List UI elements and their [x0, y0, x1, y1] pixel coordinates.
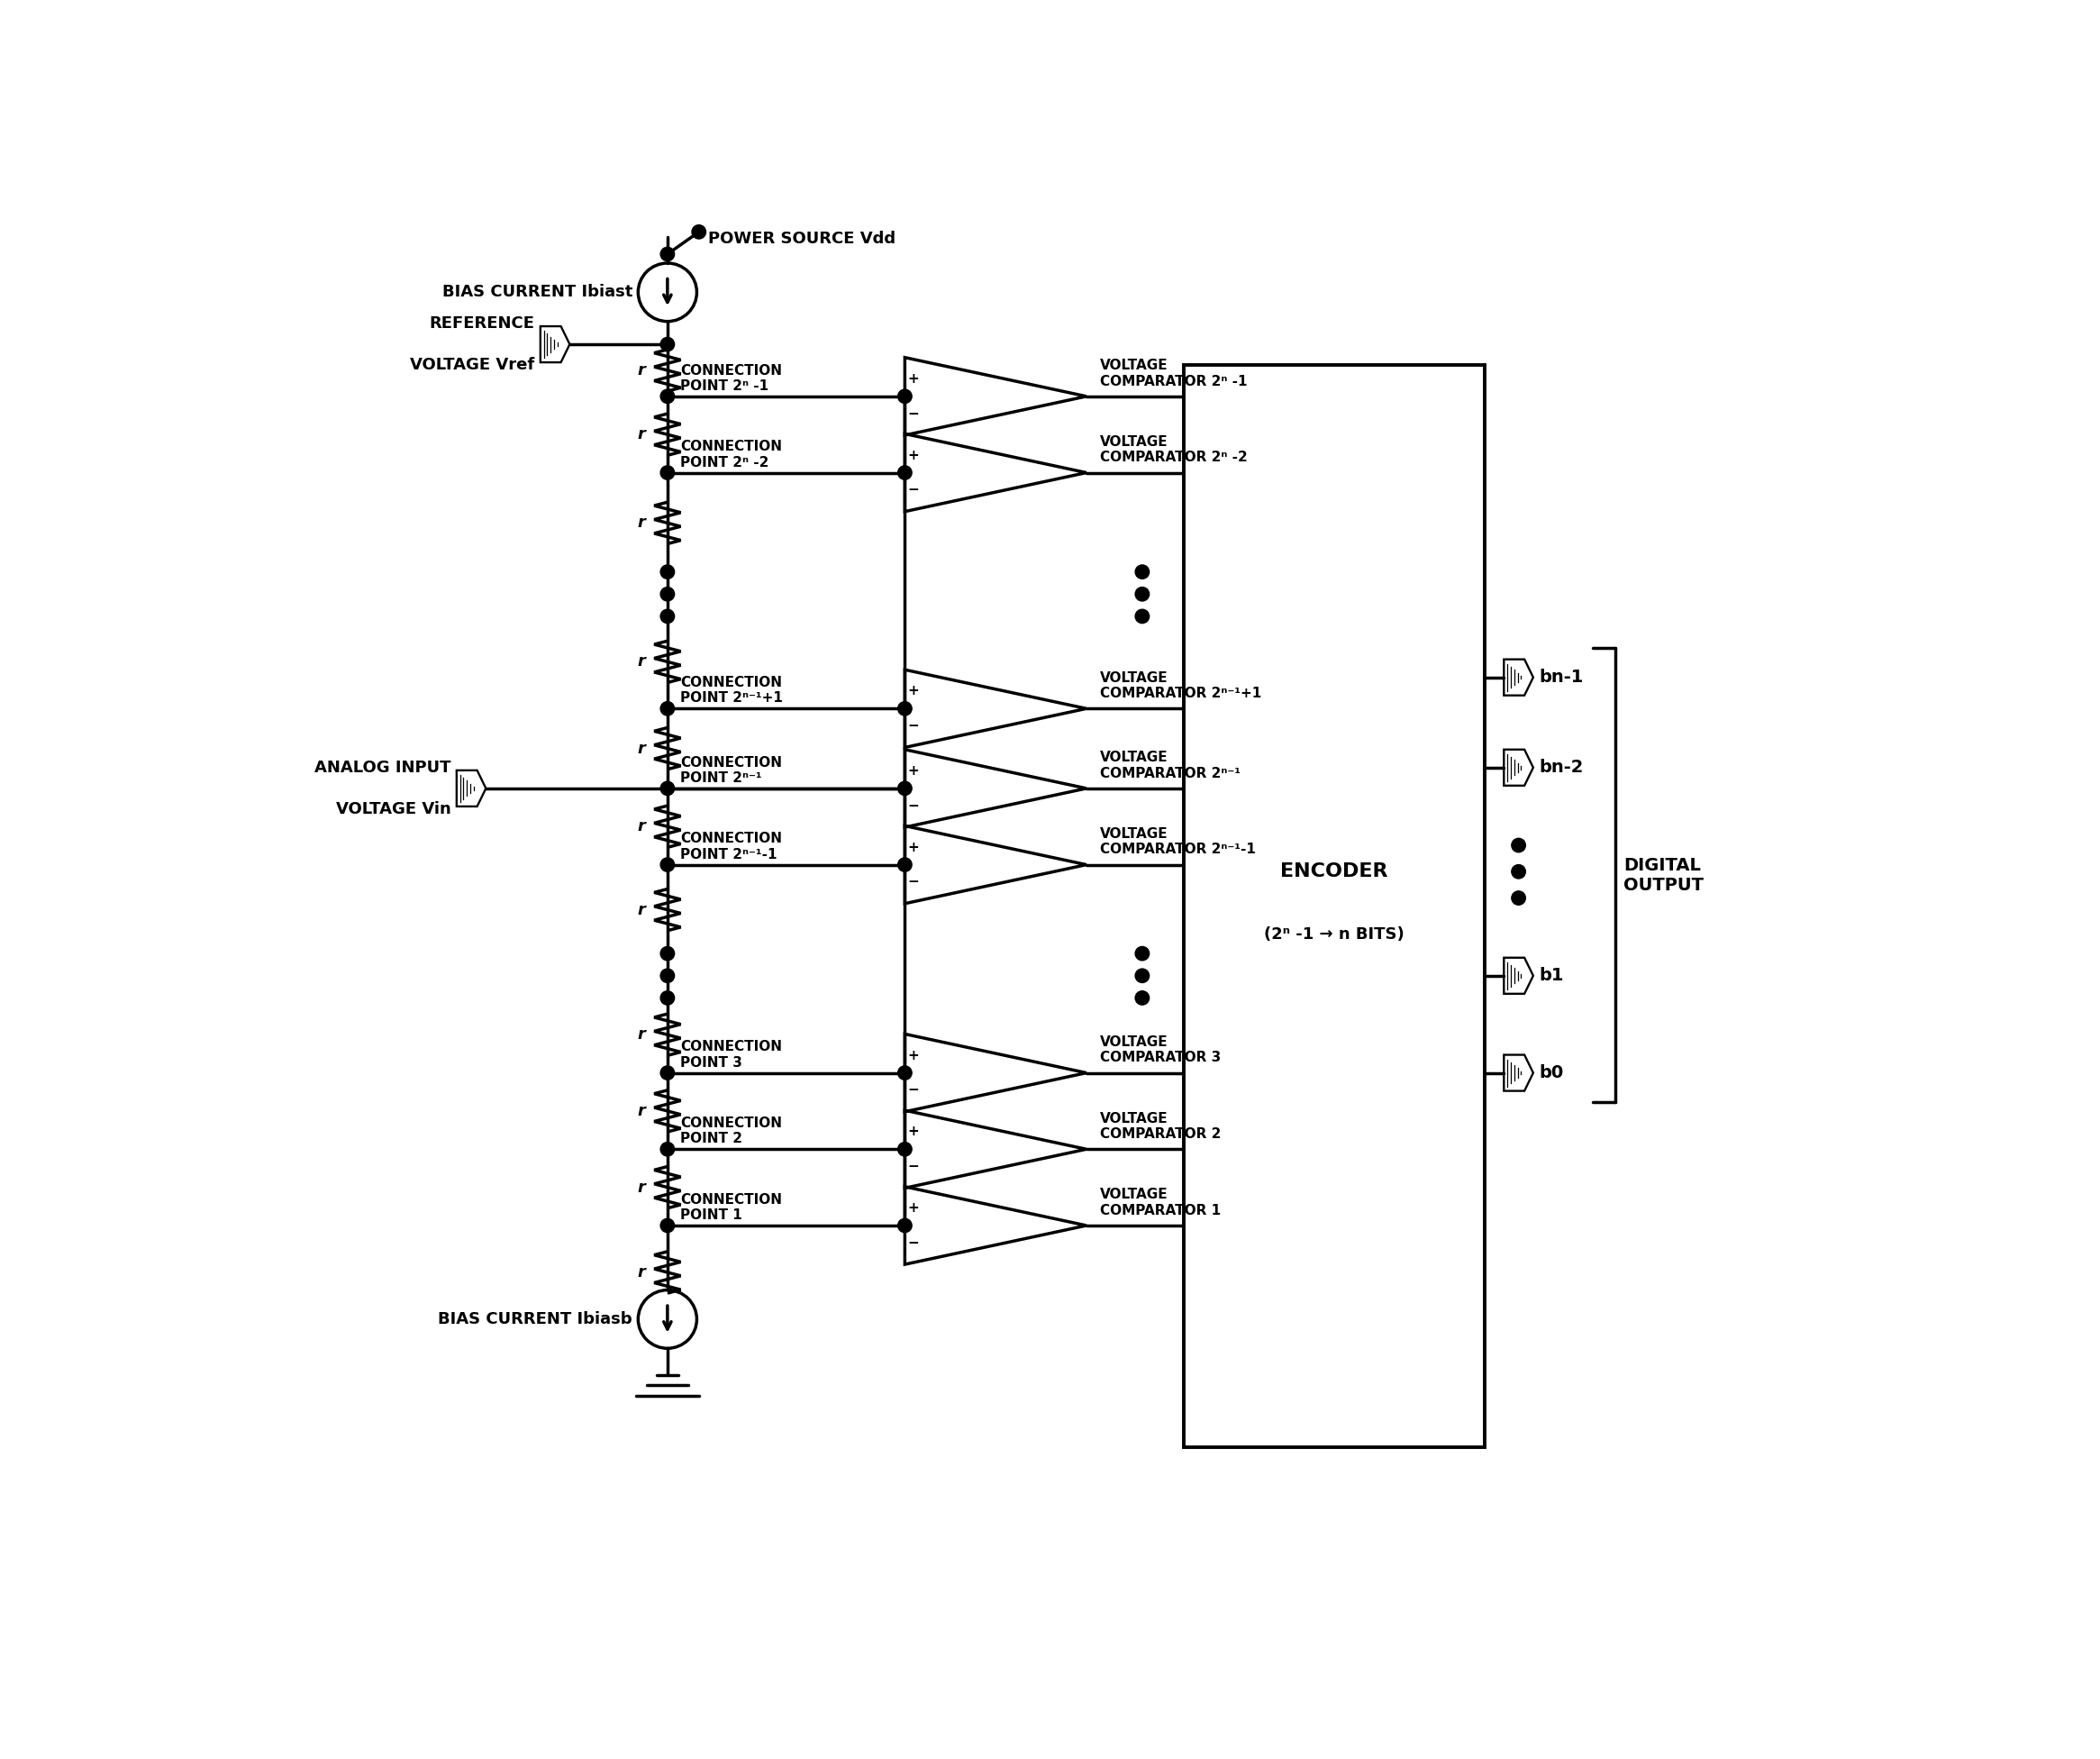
- Text: bn-1: bn-1: [1539, 668, 1583, 686]
- Text: +: +: [907, 841, 920, 853]
- Circle shape: [899, 1142, 911, 1156]
- Text: r: r: [636, 818, 645, 836]
- Text: VOLTAGE
COMPARATOR 2ⁿ -2: VOLTAGE COMPARATOR 2ⁿ -2: [1100, 434, 1247, 464]
- Text: +: +: [907, 1048, 920, 1062]
- Circle shape: [662, 389, 674, 403]
- Text: −: −: [907, 876, 920, 888]
- Text: CONNECTION
POINT 2ⁿ⁻¹-1: CONNECTION POINT 2ⁿ⁻¹-1: [680, 832, 781, 862]
- Circle shape: [1136, 565, 1149, 579]
- Circle shape: [662, 466, 674, 480]
- Text: r: r: [636, 515, 645, 531]
- Text: +: +: [907, 1201, 920, 1215]
- Text: r: r: [636, 362, 645, 378]
- Text: VOLTAGE
COMPARATOR 2ⁿ⁻¹: VOLTAGE COMPARATOR 2ⁿ⁻¹: [1100, 751, 1241, 779]
- Circle shape: [899, 466, 911, 480]
- Text: CONNECTION
POINT 2ⁿ⁻¹+1: CONNECTION POINT 2ⁿ⁻¹+1: [680, 675, 783, 705]
- Text: b1: b1: [1539, 967, 1564, 985]
- Circle shape: [662, 1066, 674, 1080]
- Text: +: +: [907, 1126, 920, 1138]
- Text: +: +: [907, 449, 920, 463]
- Circle shape: [662, 969, 674, 983]
- Text: ENCODER: ENCODER: [1281, 862, 1388, 881]
- Text: +: +: [907, 684, 920, 698]
- Circle shape: [899, 702, 911, 716]
- Text: VOLTAGE
COMPARATOR 3: VOLTAGE COMPARATOR 3: [1100, 1036, 1222, 1064]
- Circle shape: [662, 565, 674, 579]
- Text: b0: b0: [1539, 1064, 1562, 1082]
- Text: r: r: [636, 741, 645, 756]
- Circle shape: [662, 1219, 674, 1233]
- Text: CONNECTION
POINT 2ⁿ⁻¹: CONNECTION POINT 2ⁿ⁻¹: [680, 756, 781, 785]
- Circle shape: [691, 225, 706, 239]
- Text: r: r: [636, 902, 645, 918]
- Circle shape: [662, 858, 674, 872]
- Circle shape: [662, 990, 674, 1004]
- Circle shape: [1136, 969, 1149, 983]
- Text: bn-2: bn-2: [1539, 758, 1583, 776]
- Text: CONNECTION
POINT 2ⁿ -1: CONNECTION POINT 2ⁿ -1: [680, 364, 781, 392]
- Text: −: −: [907, 1084, 920, 1098]
- Text: VOLTAGE
COMPARATOR 2ⁿ⁻¹-1: VOLTAGE COMPARATOR 2ⁿ⁻¹-1: [1100, 827, 1256, 857]
- Text: CONNECTION
POINT 3: CONNECTION POINT 3: [680, 1040, 781, 1069]
- Text: CONNECTION
POINT 2: CONNECTION POINT 2: [680, 1117, 781, 1145]
- Text: CONNECTION
POINT 2ⁿ -2: CONNECTION POINT 2ⁿ -2: [680, 440, 781, 470]
- Text: VOLTAGE
COMPARATOR 2ⁿ⁻¹+1: VOLTAGE COMPARATOR 2ⁿ⁻¹+1: [1100, 672, 1262, 700]
- Text: −: −: [907, 484, 920, 496]
- Circle shape: [899, 1219, 911, 1233]
- Circle shape: [662, 781, 674, 795]
- Text: +: +: [907, 763, 920, 777]
- Text: VOLTAGE Vref: VOLTAGE Vref: [410, 357, 536, 373]
- Circle shape: [899, 858, 911, 872]
- Circle shape: [662, 702, 674, 716]
- Text: −: −: [907, 1237, 920, 1249]
- Text: DIGITAL
OUTPUT: DIGITAL OUTPUT: [1623, 857, 1703, 894]
- Circle shape: [1136, 990, 1149, 1004]
- Bar: [1184, 366, 1485, 1448]
- Text: VOLTAGE
COMPARATOR 2ⁿ -1: VOLTAGE COMPARATOR 2ⁿ -1: [1100, 359, 1247, 389]
- Circle shape: [1512, 865, 1525, 878]
- Text: ANALOG INPUT: ANALOG INPUT: [315, 760, 452, 776]
- Circle shape: [1136, 946, 1149, 960]
- Text: CONNECTION
POINT 1: CONNECTION POINT 1: [680, 1193, 781, 1223]
- Circle shape: [1136, 588, 1149, 602]
- Text: REFERENCE: REFERENCE: [428, 315, 536, 332]
- Text: r: r: [636, 426, 645, 443]
- Text: −: −: [907, 719, 920, 734]
- Circle shape: [662, 609, 674, 623]
- Circle shape: [662, 1142, 674, 1156]
- Circle shape: [899, 781, 911, 795]
- Text: (2ⁿ -1 → n BITS): (2ⁿ -1 → n BITS): [1264, 925, 1405, 943]
- Text: POWER SOURCE Vdd: POWER SOURCE Vdd: [708, 230, 895, 246]
- Circle shape: [662, 338, 674, 352]
- Text: r: r: [636, 1179, 645, 1196]
- Text: r: r: [636, 1265, 645, 1281]
- Text: BIAS CURRENT Ibiasb: BIAS CURRENT Ibiasb: [439, 1310, 632, 1328]
- Text: r: r: [636, 654, 645, 670]
- Circle shape: [1136, 609, 1149, 623]
- Text: BIAS CURRENT Ibiast: BIAS CURRENT Ibiast: [443, 285, 632, 301]
- Text: −: −: [907, 1159, 920, 1173]
- Circle shape: [662, 248, 674, 260]
- Circle shape: [899, 1066, 911, 1080]
- Text: +: +: [907, 373, 920, 385]
- Text: VOLTAGE
COMPARATOR 1: VOLTAGE COMPARATOR 1: [1100, 1187, 1222, 1217]
- Circle shape: [1512, 892, 1525, 904]
- Text: r: r: [636, 1027, 645, 1043]
- Text: r: r: [636, 1103, 645, 1119]
- Circle shape: [899, 389, 911, 403]
- Text: −: −: [907, 406, 920, 420]
- Circle shape: [1512, 839, 1525, 851]
- Text: VOLTAGE
COMPARATOR 2: VOLTAGE COMPARATOR 2: [1100, 1112, 1222, 1142]
- Text: −: −: [907, 799, 920, 813]
- Circle shape: [662, 946, 674, 960]
- Text: VOLTAGE Vin: VOLTAGE Vin: [336, 800, 452, 818]
- Circle shape: [662, 588, 674, 602]
